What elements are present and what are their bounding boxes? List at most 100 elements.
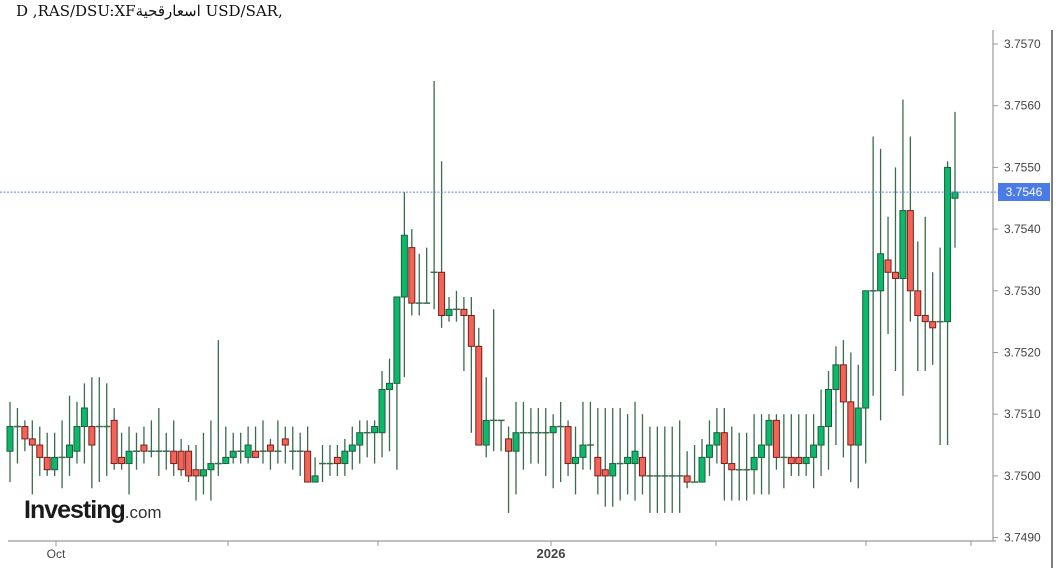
- candle: [21, 420, 29, 452]
- y-tick-label: 3.7560: [1004, 99, 1041, 113]
- candle: [274, 420, 282, 464]
- candle: [214, 340, 222, 476]
- candle: [415, 253, 423, 316]
- candle: [765, 414, 773, 495]
- candle: [557, 401, 565, 483]
- candle: [58, 420, 66, 489]
- candle: [125, 426, 133, 495]
- candle: [720, 408, 728, 501]
- candle: [140, 426, 148, 464]
- candle: [430, 81, 438, 310]
- candle: [341, 438, 349, 476]
- y-tick-label: 3.7520: [1004, 346, 1041, 360]
- candle: [676, 420, 684, 513]
- candle: [609, 408, 617, 507]
- candle: [497, 419, 505, 452]
- candle: [118, 432, 126, 470]
- candle: [363, 420, 371, 458]
- candle: [445, 296, 453, 322]
- candle: [356, 420, 364, 464]
- candle: [438, 161, 446, 328]
- candle: [162, 432, 170, 470]
- candle: [36, 426, 44, 476]
- candle: [266, 438, 274, 470]
- candle: [832, 346, 840, 446]
- candle: [371, 420, 379, 464]
- candle: [460, 296, 468, 372]
- chart-title: D ,RAS/DSU:XFاسعارقحية USD/SAR,: [16, 2, 283, 20]
- candles-layer: [6, 81, 959, 513]
- candle: [691, 445, 699, 483]
- candle: [132, 432, 140, 470]
- candle: [51, 432, 59, 476]
- candle: [66, 395, 74, 476]
- y-tick-label: 3.7530: [1004, 284, 1041, 298]
- candle: [88, 377, 96, 489]
- y-axis-ticks: 3.7570 3.7560 3.7550 3.7540 3.7530 3.7520 3.75…: [993, 37, 1041, 545]
- candle: [601, 408, 609, 507]
- candle: [147, 420, 155, 458]
- candle: [921, 216, 929, 372]
- candle: [80, 383, 88, 464]
- candle: [705, 420, 713, 476]
- candle: [661, 426, 669, 513]
- candle: [906, 136, 914, 322]
- candle: [110, 408, 118, 470]
- candle: [951, 111, 959, 248]
- candle: [185, 445, 193, 483]
- candle: [586, 401, 594, 470]
- candle: [192, 445, 200, 501]
- x-tick-label: 2026: [537, 546, 566, 561]
- y-tick-label: 3.7540: [1004, 222, 1041, 236]
- candle: [229, 432, 237, 464]
- candle: [408, 229, 416, 316]
- candle: [43, 432, 51, 476]
- y-tick-label: 3.7500: [1004, 469, 1041, 483]
- candle: [222, 426, 230, 465]
- candle: [899, 99, 907, 396]
- candle: [572, 426, 580, 495]
- candle: [95, 377, 103, 483]
- candle: [891, 167, 899, 372]
- candle: [810, 414, 818, 489]
- candle: [259, 420, 267, 464]
- candle: [304, 426, 312, 483]
- candle: [616, 408, 624, 501]
- candle: [653, 426, 661, 513]
- candle: [780, 414, 788, 489]
- candle: [802, 414, 810, 476]
- candle: [199, 432, 207, 495]
- candle: [28, 420, 36, 495]
- candle: [825, 371, 833, 470]
- y-tick-label: 3.7490: [1004, 531, 1041, 545]
- candle: [542, 408, 550, 476]
- candle: [869, 136, 877, 396]
- candle: [668, 426, 676, 513]
- candle: [467, 296, 475, 433]
- candle: [795, 414, 803, 476]
- candle: [519, 401, 527, 470]
- candle: [13, 408, 21, 464]
- candle: [631, 401, 639, 501]
- candle: [944, 161, 952, 446]
- candle: [735, 432, 743, 501]
- candle: [170, 420, 178, 476]
- candle: [475, 327, 483, 446]
- candle: [378, 371, 386, 458]
- candle: [750, 414, 758, 495]
- candle: [698, 438, 706, 483]
- candle: [594, 408, 602, 495]
- candle: [579, 401, 587, 470]
- candle: [490, 309, 498, 452]
- candle: [252, 426, 260, 458]
- candle: [638, 414, 646, 495]
- candle: [103, 383, 111, 476]
- candle: [929, 272, 937, 365]
- candle: [311, 457, 319, 483]
- candle: [854, 364, 862, 489]
- investing-logo: Investing.com: [24, 496, 162, 525]
- candle: [713, 408, 721, 464]
- candle: [400, 192, 408, 378]
- candle: [862, 290, 870, 464]
